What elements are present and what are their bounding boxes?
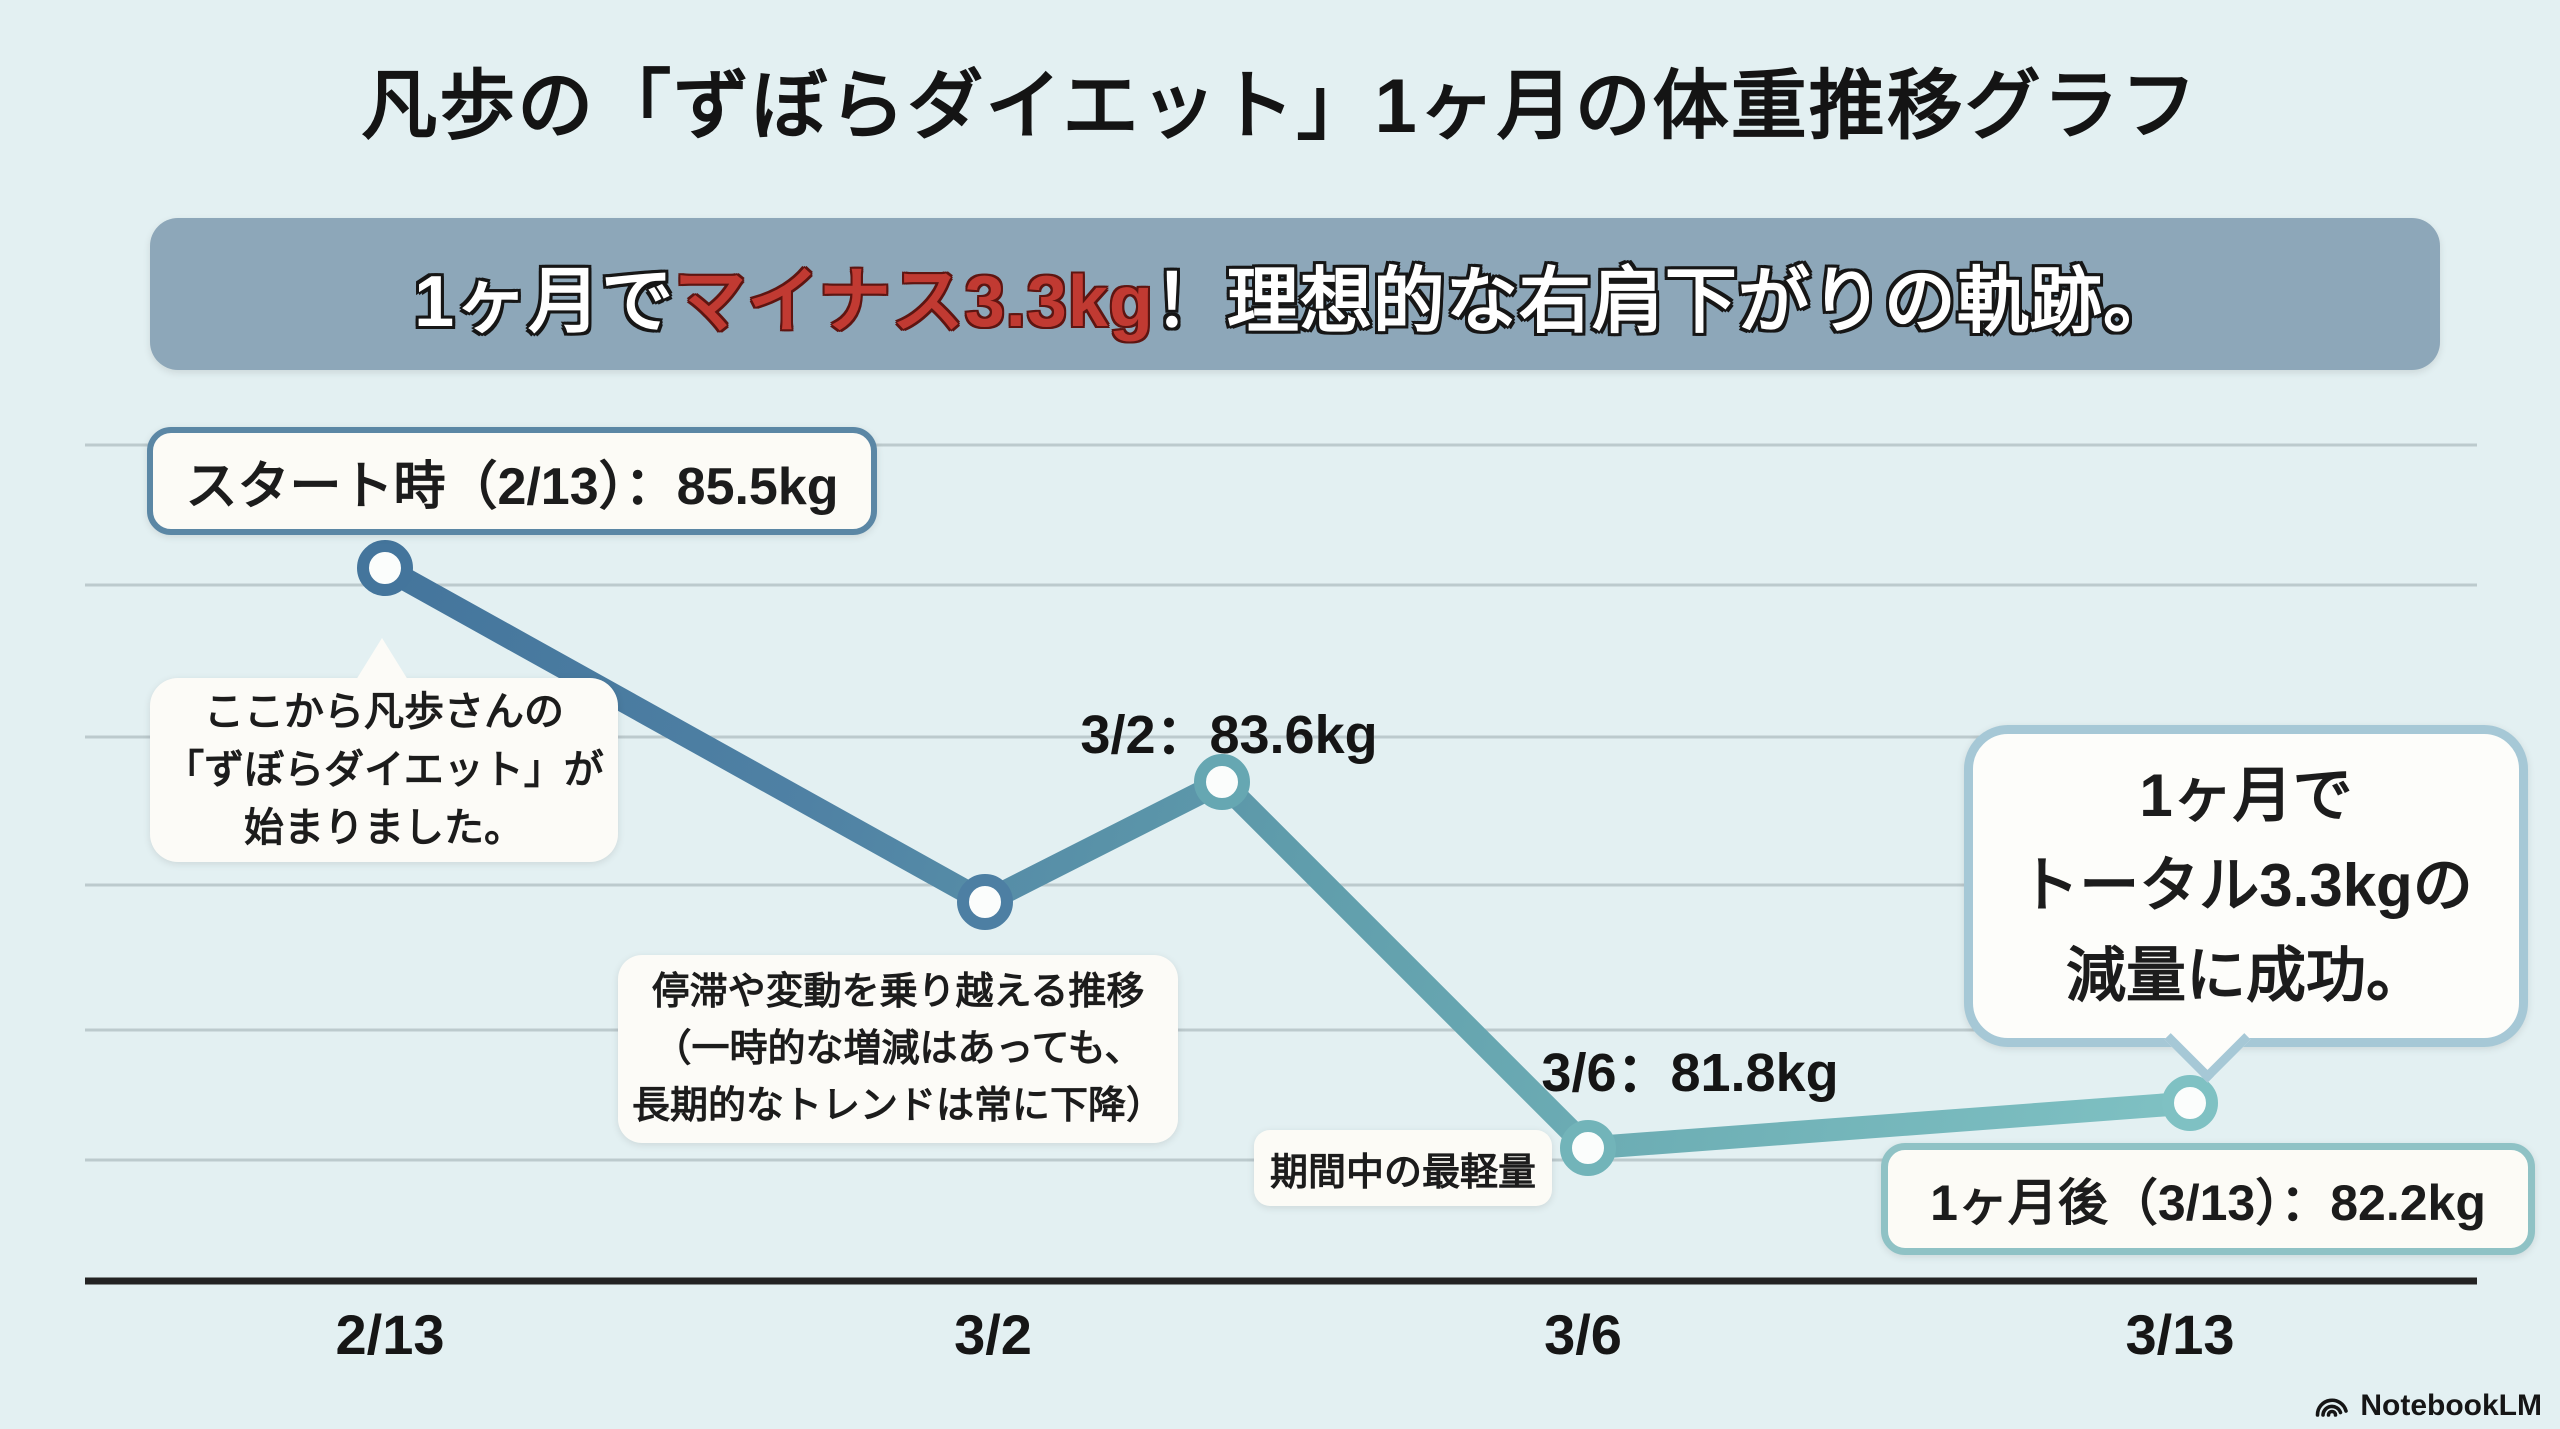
annotation-line: 長期的なトレンドは常に下降） [631,1084,1164,1127]
point-label-3-6: 3/6：81.8kg [1541,1043,1839,1103]
banner-text-post: ！理想的な右肩下がりの軌跡。 [1153,261,2176,342]
x-tick-3-2: 3/2 [954,1303,1032,1366]
annotation-line: 1ヶ月で [2139,762,2353,829]
banner-text-pre: 1ヶ月で [414,261,675,342]
annotation-line: 減量に成功。 [2066,942,2426,1009]
x-tick-2-13: 2/13 [335,1303,445,1366]
annotation-line: ここから凡歩さんの [204,690,564,734]
annotation-line: 「ずぼらダイエット」が [164,748,604,792]
annotation-line: トータル3.3kgの [2019,852,2473,919]
banner-text-highlight: マイナス3.3kg [674,261,1154,342]
mid-annotation-box: 停滞や変動を乗り越える推移 （一時的な増減はあっても、 長期的なトレンドは常に下… [618,955,1178,1143]
annotation-line: 停滞や変動を乗り越える推移 [651,970,1145,1013]
result-speech-bubble: 1ヶ月で トータル3.3kgの 減量に成功。 [1964,725,2528,1083]
bubble-tail-up [356,638,408,680]
end-point-label: 1ヶ月後（3/13）：82.2kg [1930,1175,2486,1231]
x-tick-3-6: 3/6 [1544,1303,1622,1366]
notebooklm-attribution: NotebookLM [2314,1389,2542,1423]
start-annotation-bubble: ここから凡歩さんの 「ずぼらダイエット」が 始まりました。 [150,638,618,862]
annotation-line: 始まりました。 [244,806,524,850]
end-point-label-box: 1ヶ月後（3/13）：82.2kg [1881,1143,2535,1255]
page-title: 凡歩の「ずぼらダイエット」1ヶ月の体重推移グラフ [361,64,2199,149]
x-tick-3-13: 3/13 [2125,1303,2235,1366]
start-point-label: スタート時（2/13）：85.5kg [185,457,839,516]
lightest-weight-label-box: 期間中の最軽量 [1254,1130,1552,1206]
notebooklm-logo-text: NotebookLM [2360,1389,2542,1422]
point-label-3-2: 3/2：83.6kg [1080,705,1378,765]
notebooklm-icon [2316,1398,2349,1417]
headline-banner: 1ヶ月で マイナス3.3kg ！理想的な右肩下がりの軌跡。 [150,218,2440,370]
annotation-line: （一時的な増減はあっても、 [653,1027,1143,1070]
start-point-label-box: スタート時（2/13）：85.5kg [147,427,877,535]
lightest-weight-label: 期間中の最軽量 [1269,1151,1536,1194]
